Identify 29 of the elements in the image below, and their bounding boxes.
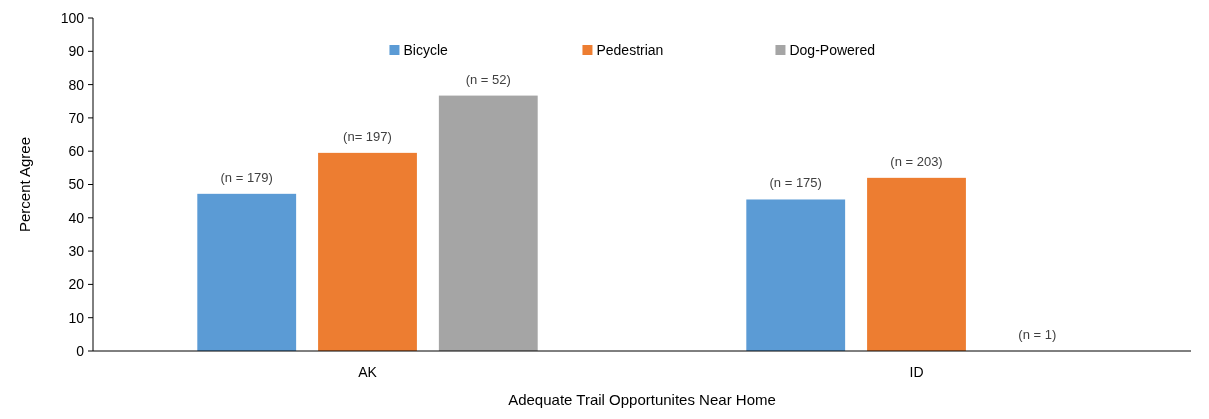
y-tick-label: 10	[68, 309, 85, 326]
y-tick-label: 20	[68, 276, 85, 293]
y-tick-label: 60	[68, 143, 85, 160]
bar	[318, 152, 417, 351]
bar	[867, 177, 966, 351]
x-tick-label: ID	[909, 364, 924, 380]
y-axis-title: Percent Agree	[16, 136, 33, 233]
y-tick-label: 0	[76, 342, 85, 359]
annotation: (n = 203)	[890, 153, 943, 169]
legend-label: Dog-Powered	[789, 41, 876, 58]
y-tick-label: 50	[68, 176, 85, 193]
x-tick-label: AK	[358, 364, 378, 380]
annotation: (n = 179)	[220, 169, 273, 185]
legend-label: Pedestrian	[596, 41, 664, 58]
y-tick-label: 100	[60, 9, 85, 26]
annotation: (n= 197)	[343, 128, 392, 144]
y-tick-label: 30	[68, 243, 85, 259]
x-axis-title: Adequate Trail Opportunites Near Home	[508, 391, 776, 408]
legend-label: Bicycle	[403, 41, 449, 58]
annotation: (n = 175)	[769, 175, 822, 191]
bar	[197, 193, 297, 351]
bar	[438, 95, 538, 351]
annotation: (n = 1)	[1018, 327, 1057, 342]
y-tick-label: 70	[68, 109, 85, 126]
bar	[746, 199, 846, 351]
y-tick-label: 40	[68, 209, 85, 226]
annotation: (n = 52)	[465, 71, 511, 87]
y-tick-label: 90	[68, 43, 85, 60]
y-tick-label: 80	[68, 76, 85, 93]
